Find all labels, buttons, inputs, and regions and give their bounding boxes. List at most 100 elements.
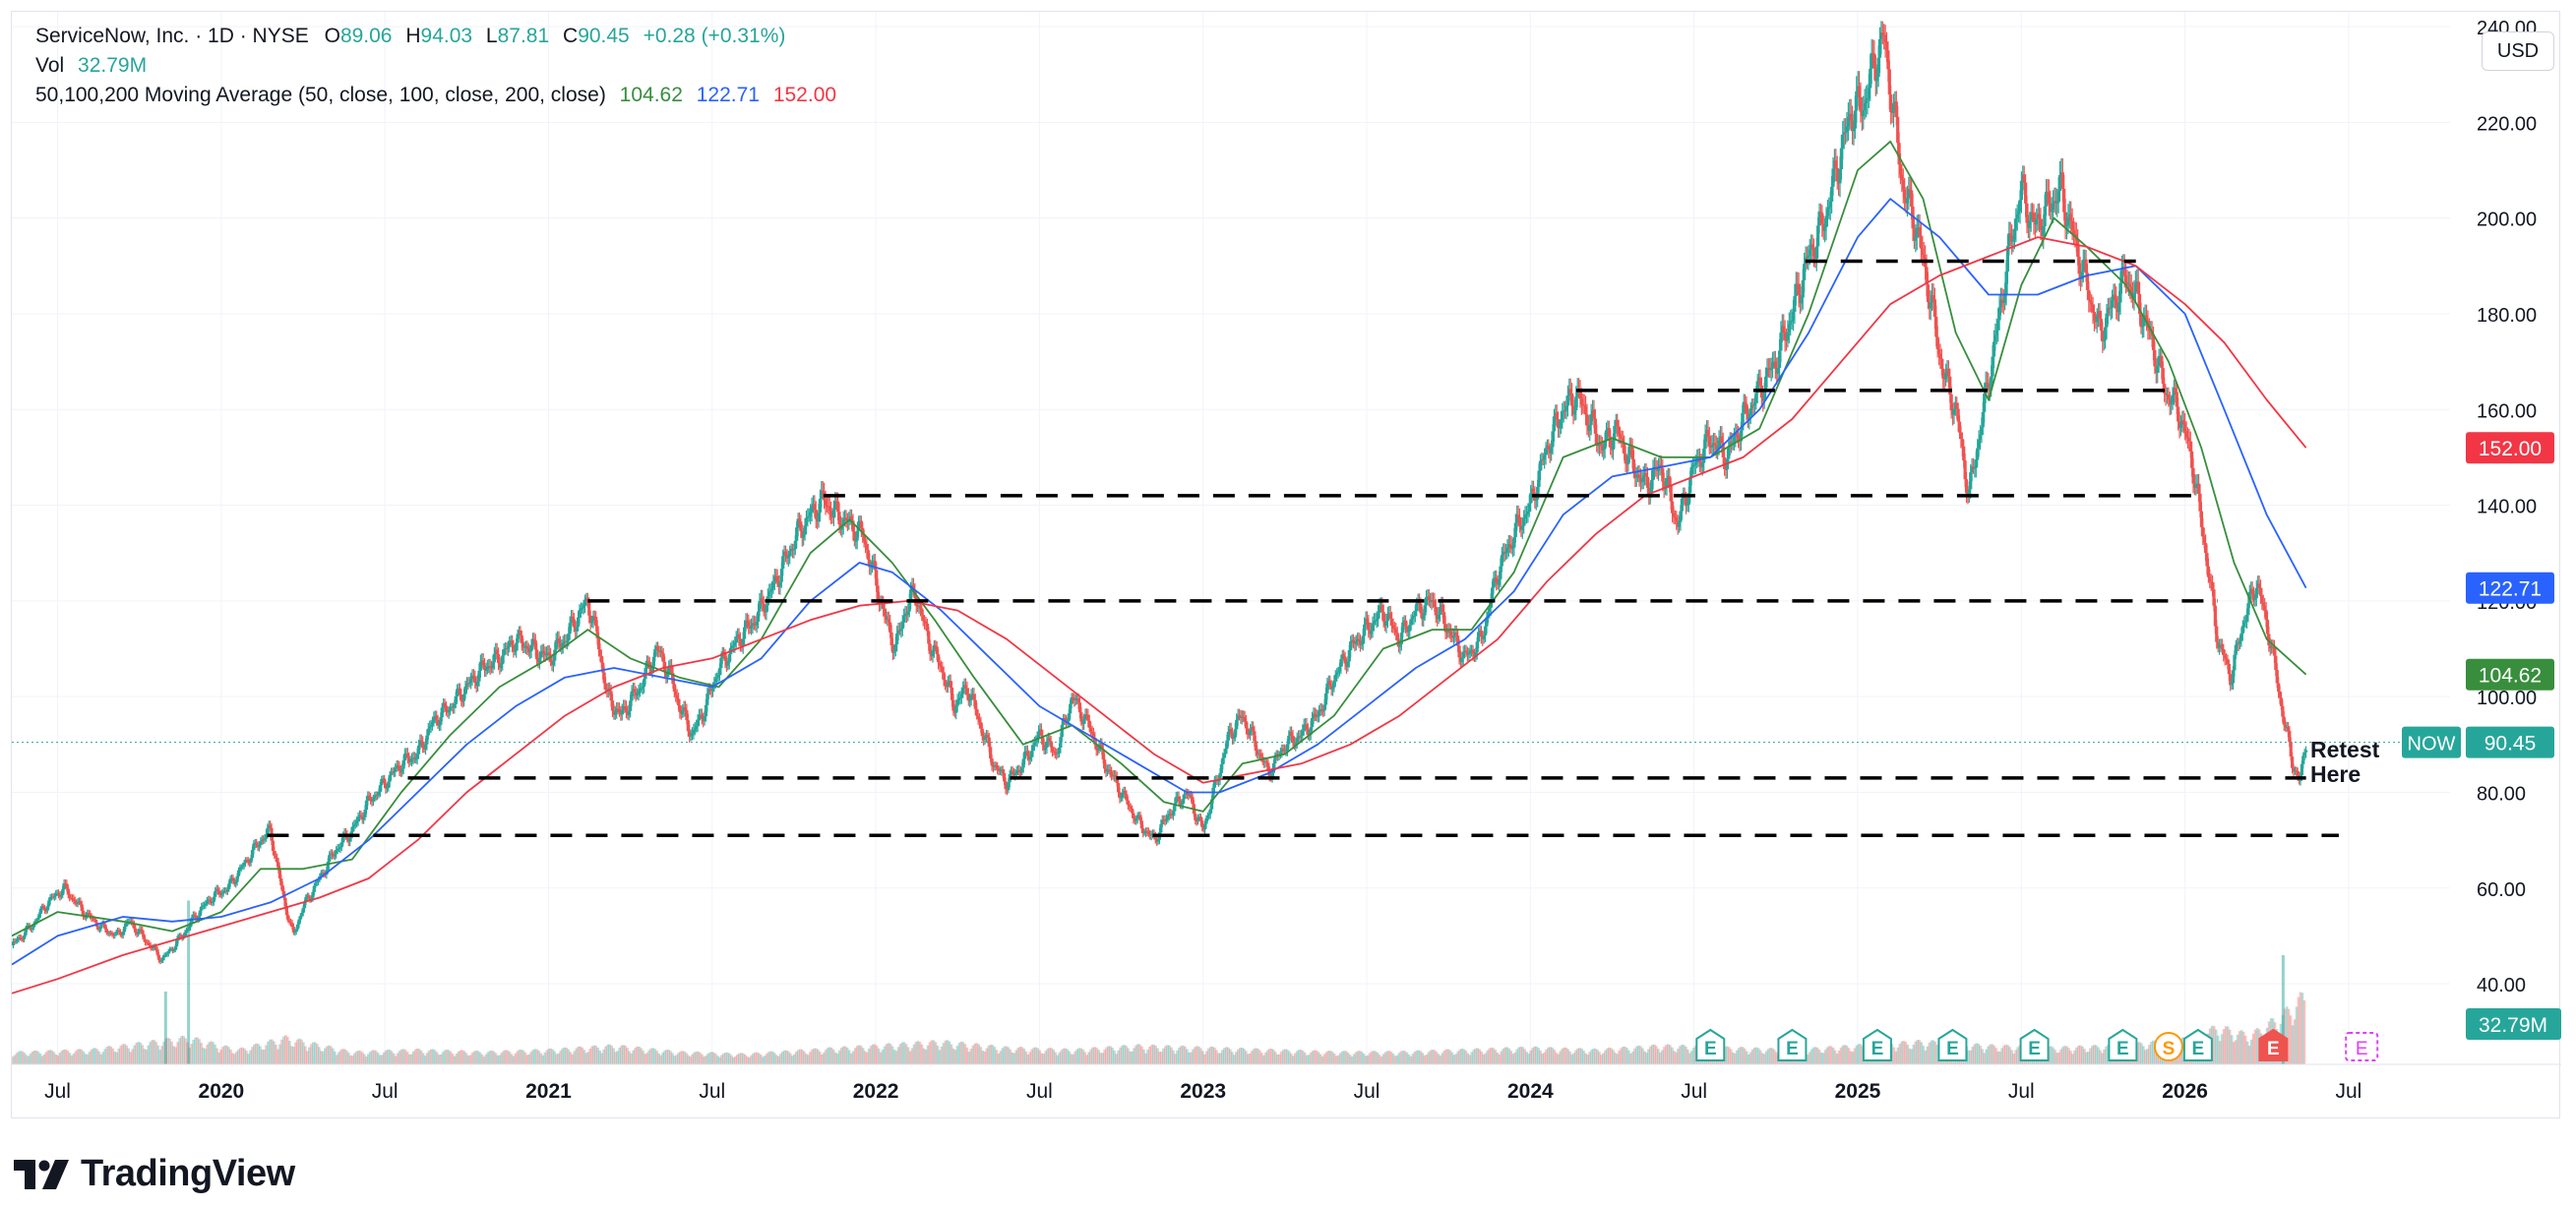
candle-body — [165, 953, 169, 955]
volume-bar — [808, 1052, 812, 1064]
volume-bar — [1894, 1051, 1898, 1064]
earnings-marker[interactable] — [1695, 1028, 1726, 1061]
candle-body — [1512, 536, 1516, 548]
volume-bar — [184, 1038, 187, 1064]
upcoming-earnings-marker[interactable] — [2345, 1032, 2379, 1061]
volume-bar — [190, 1044, 193, 1064]
volume-bar — [1855, 1045, 1859, 1064]
candle-body — [1070, 696, 1073, 704]
candle-body — [1247, 734, 1251, 736]
volume-bar — [176, 1042, 179, 1064]
volume-bar — [466, 1055, 470, 1064]
volume-bar — [1209, 1047, 1212, 1064]
candle-body — [803, 525, 807, 535]
volume-bar — [1624, 1046, 1626, 1064]
candle-body — [506, 646, 510, 649]
volume-bar — [1683, 1045, 1686, 1064]
volume-bar — [212, 1042, 215, 1064]
volume-bar — [1166, 1045, 1169, 1064]
symbol-title[interactable]: ServiceNow, Inc. · 1D · NYSE — [35, 25, 309, 47]
volume-bar — [328, 1045, 331, 1064]
volume-bar — [881, 1050, 885, 1064]
volume-bar — [1376, 1052, 1380, 1064]
ma100-line[interactable] — [12, 198, 2307, 966]
candle-body — [567, 633, 571, 641]
earnings-marker[interactable] — [2182, 1028, 2213, 1061]
volume-bar — [1910, 1049, 1914, 1064]
candle-body — [954, 705, 958, 713]
volume-bar — [1283, 1049, 1287, 1064]
candle-body — [333, 854, 337, 857]
volume-bar — [48, 1050, 52, 1064]
candle-body — [2161, 368, 2165, 385]
candle-body — [1617, 426, 1621, 435]
tradingview-logo[interactable]: TradingView — [14, 1153, 295, 1195]
volume-bar — [636, 1046, 639, 1064]
earnings-marker[interactable] — [2019, 1028, 2050, 1061]
candle-body — [191, 914, 196, 918]
earnings-marker[interactable] — [2108, 1028, 2138, 1061]
candle-body — [741, 638, 745, 647]
candle-body — [1116, 783, 1121, 793]
volume-bar — [2285, 1006, 2289, 1064]
volume-bar — [2216, 1035, 2220, 1064]
candle-body — [1620, 437, 1624, 439]
volume-bar — [926, 1045, 930, 1064]
candle-body — [1876, 57, 1880, 78]
volume-bar — [2083, 1049, 2086, 1064]
candle-body — [1713, 443, 1717, 447]
candle-body — [1398, 643, 1402, 647]
volume-bar — [1498, 1054, 1502, 1064]
candle-body — [1394, 629, 1398, 633]
volume-bar — [606, 1044, 609, 1064]
volume-bar — [1845, 1046, 1849, 1064]
ma200-line[interactable] — [12, 236, 2307, 995]
earnings-marker[interactable] — [1937, 1028, 1968, 1061]
volume-bar — [388, 1050, 392, 1064]
volume-bar — [170, 1041, 173, 1064]
candle-body — [1926, 284, 1931, 303]
candle-body — [788, 551, 792, 557]
candle-body — [2191, 467, 2195, 484]
volume-bar — [1969, 1050, 1973, 1064]
volume-bar — [818, 1052, 822, 1064]
ma-label[interactable]: 50,100,200 Moving Average (50, close, 10… — [35, 84, 606, 106]
volume-bar — [614, 1052, 617, 1064]
candle-body — [977, 718, 982, 723]
candle-body — [1253, 731, 1257, 742]
volume-bar — [573, 1051, 577, 1064]
volume-bar — [2105, 1046, 2108, 1064]
volume-bar — [1077, 1048, 1080, 1064]
volume-bar — [2000, 1048, 2003, 1064]
volume-bar — [1608, 1047, 1611, 1064]
earnings-marker[interactable] — [1777, 1028, 1808, 1061]
candle-body — [683, 707, 688, 711]
candle-body — [1569, 392, 1574, 406]
candle-body — [1490, 587, 1495, 600]
candle-body — [1571, 405, 1575, 415]
candle-body — [525, 645, 529, 649]
candle-body — [617, 708, 622, 713]
volume-bar — [1741, 1047, 1745, 1064]
volume-bar — [468, 1055, 472, 1064]
candle-body — [1516, 514, 1520, 518]
candle-body — [730, 645, 734, 648]
currency-button[interactable]: USD — [2482, 31, 2554, 71]
ma50-line[interactable] — [12, 140, 2307, 937]
volume-bar — [2249, 1039, 2253, 1064]
earnings-marker[interactable] — [1862, 1028, 1892, 1061]
split-marker[interactable] — [2153, 1032, 2183, 1061]
candle-body — [713, 678, 717, 683]
volume-bar — [1998, 1051, 2001, 1064]
candle-body — [829, 511, 833, 517]
candle-body — [2243, 621, 2247, 623]
volume-bar — [590, 1046, 594, 1064]
candle-body — [703, 716, 706, 722]
volume-bar — [1101, 1053, 1104, 1064]
earnings-marker[interactable] — [2258, 1028, 2289, 1061]
volume-bar — [2299, 992, 2302, 1064]
volume-bar — [785, 1050, 788, 1064]
volume-bar — [1346, 1052, 1350, 1064]
volume-label[interactable]: Vol — [35, 54, 65, 77]
